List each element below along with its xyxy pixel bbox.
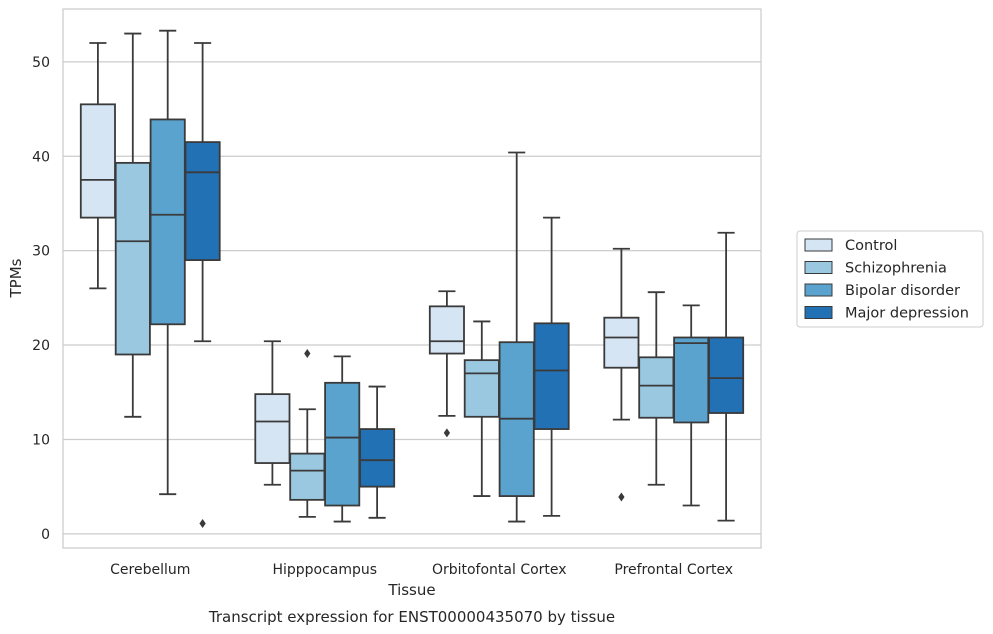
y-tick-labels: 0 10 20 30 40 50: [32, 55, 50, 543]
box-iqr: [673, 336, 710, 424]
x-tick-label: Prefrontal Cortex: [614, 562, 733, 578]
y-tick-label: 50: [32, 55, 50, 71]
legend: Control Schizophrenia Bipolar disorder Majo…: [796, 230, 984, 328]
box-iqr: [533, 322, 570, 430]
outlier-point: [199, 518, 206, 528]
box-series: [79, 29, 745, 528]
box: [638, 291, 675, 486]
box-iqr: [708, 336, 745, 414]
legend-swatch: [804, 283, 833, 297]
box: [463, 320, 500, 497]
legend-frame: [796, 230, 984, 328]
box: [603, 247, 640, 502]
legend-label: Schizophrenia: [845, 261, 947, 277]
box-iqr: [359, 428, 396, 488]
box-iqr: [638, 356, 675, 419]
box: [254, 340, 291, 486]
box: [289, 349, 326, 518]
box: [324, 355, 361, 523]
y-axis-label: TPMs: [7, 258, 25, 298]
box: [114, 32, 151, 418]
plot-frame: [62, 8, 762, 549]
box-iqr: [428, 305, 465, 355]
box: [359, 385, 396, 519]
outlier-point: [443, 428, 451, 438]
x-tick-label: Cerebellum: [110, 562, 190, 578]
legend-swatch: [804, 306, 833, 319]
box-iqr: [324, 381, 361, 507]
box: [533, 216, 570, 517]
chart-caption: Transcript expression for ENST0000043507…: [208, 608, 615, 626]
box: [79, 42, 116, 290]
box: [184, 42, 221, 528]
box-iqr: [603, 316, 640, 369]
box-iqr: [79, 103, 116, 219]
outlier-point: [304, 349, 311, 359]
y-tick-label: 30: [32, 244, 50, 260]
box: [498, 151, 535, 523]
y-tick-label: 10: [32, 432, 50, 448]
legend-swatch: [804, 261, 833, 274]
box-iqr: [254, 393, 291, 464]
x-axis-label: Tissue: [387, 581, 435, 599]
box: [673, 304, 710, 507]
box: [708, 231, 745, 522]
outlier-point: [618, 492, 625, 502]
legend-label: Major depression: [845, 306, 969, 322]
legend-label: Bipolar disorder: [845, 283, 960, 299]
box-iqr: [463, 359, 500, 418]
x-tick-label: Hipppocampus: [272, 562, 377, 578]
y-tick-label: 0: [41, 527, 50, 543]
box-iqr: [149, 118, 186, 326]
legend-label: Control: [845, 238, 897, 254]
y-tick-label: 40: [32, 149, 50, 165]
x-tick-labels: Cerebellum Hipppocampus Orbitofontal Corte…: [110, 562, 733, 578]
legend-swatch: [804, 238, 833, 252]
y-tick-label: 20: [32, 338, 50, 354]
box-iqr: [289, 452, 326, 501]
box-iqr: [184, 141, 221, 261]
x-tick-label: Orbitofontal Cortex: [432, 562, 567, 578]
box-iqr: [114, 161, 151, 356]
box: [428, 290, 465, 438]
